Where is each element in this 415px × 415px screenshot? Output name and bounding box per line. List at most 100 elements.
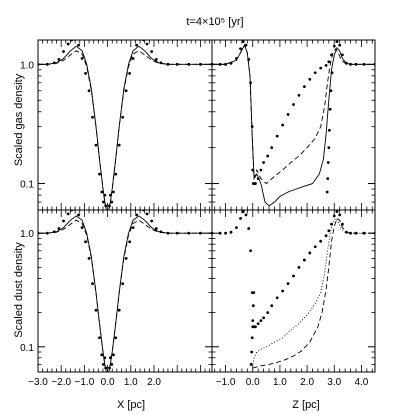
x-tick-label: −1.0	[75, 377, 95, 388]
y-tick-label: 1.0	[20, 229, 34, 240]
data-point	[292, 274, 295, 278]
dust-y-axis-label: Scaled dust density	[13, 242, 25, 338]
data-point	[241, 40, 245, 44]
figure-title: t=4×10⁵ [yr]	[186, 16, 243, 28]
data-point	[335, 210, 339, 213]
x-axis-label: X [pc]	[117, 399, 145, 411]
data-point	[308, 77, 312, 81]
data-point	[154, 57, 158, 61]
data-point	[135, 43, 139, 47]
data-point	[142, 40, 145, 42]
series-line-dashed	[38, 219, 212, 372]
x-tick-label: 3.0	[327, 377, 341, 388]
data-mark	[325, 190, 329, 194]
series-group	[38, 40, 212, 210]
data-mark	[328, 107, 332, 111]
x-tick-label: −3.0	[28, 377, 48, 388]
data-point	[87, 89, 91, 93]
data-point	[313, 71, 317, 75]
data-point	[256, 322, 260, 326]
data-point	[131, 57, 135, 60]
data-point	[91, 115, 94, 119]
data-point	[335, 40, 339, 44]
y-tick-label: 1.0	[20, 60, 34, 71]
data-point	[332, 214, 336, 218]
data-point	[275, 296, 279, 300]
data-point	[66, 42, 70, 46]
gas-y-axis-label: Scaled gas density	[13, 73, 25, 166]
data-mark	[327, 128, 331, 132]
data-point	[150, 219, 154, 223]
data-point	[281, 123, 285, 127]
data-point	[102, 362, 105, 366]
data-point	[112, 353, 115, 357]
data-point	[270, 146, 274, 150]
data-point	[254, 325, 257, 329]
data-point	[145, 42, 149, 46]
x-tick-label: 2.0	[147, 377, 161, 388]
data-point	[235, 226, 238, 229]
data-point	[84, 71, 87, 75]
data-point	[138, 40, 142, 41]
data-mark	[251, 319, 255, 323]
data-mark	[250, 350, 254, 354]
data-point	[84, 240, 87, 244]
data-point	[73, 40, 77, 41]
y-tick-label: 0.1	[20, 343, 34, 354]
series-line-solid	[38, 215, 212, 372]
data-point	[128, 71, 132, 75]
data-point	[259, 168, 263, 172]
data-point	[229, 230, 233, 234]
x-tick-label: 0.0	[246, 377, 260, 388]
data-point	[239, 47, 242, 51]
data-point	[302, 85, 306, 89]
dust-density-x-panel: 1.0 0.1 −3.0 −2.0 −1.0 0.0 1.0 2.0	[20, 209, 213, 388]
data-mark	[251, 304, 255, 308]
data-mark	[250, 336, 254, 340]
data-point	[373, 231, 375, 235]
data-point	[77, 43, 80, 47]
data-point	[117, 143, 121, 147]
data-mark	[327, 146, 331, 150]
data-point	[142, 210, 145, 212]
data-point	[121, 282, 125, 285]
data-point	[98, 336, 101, 340]
data-point	[266, 311, 270, 314]
data-point	[292, 103, 295, 106]
plot-frame	[37, 39, 213, 211]
x-tick-label: 4.0	[354, 377, 368, 388]
data-point	[239, 216, 242, 220]
data-point	[145, 212, 149, 216]
data-mark	[249, 362, 253, 366]
data-point	[302, 258, 306, 262]
x-tick-label: 2.0	[300, 377, 314, 388]
data-point	[117, 308, 121, 312]
data-point	[212, 231, 214, 235]
data-point	[124, 256, 128, 260]
data-point	[150, 50, 154, 53]
data-point	[114, 172, 118, 176]
data-point	[313, 245, 317, 249]
data-point	[247, 227, 251, 230]
data-point	[62, 50, 65, 53]
data-point	[121, 115, 125, 119]
z-axis-label: Z [pc]	[292, 399, 320, 411]
data-point	[110, 200, 114, 204]
data-point	[270, 304, 274, 308]
data-point	[114, 336, 118, 340]
data-point	[319, 239, 323, 243]
data-point	[327, 229, 331, 233]
data-point	[138, 210, 142, 211]
data-point	[94, 143, 98, 147]
series-group	[212, 40, 375, 207]
data-mark	[326, 177, 330, 181]
data-point	[80, 226, 84, 229]
data-point	[254, 182, 257, 185]
data-point	[73, 210, 77, 211]
series-group	[38, 210, 212, 372]
data-point	[327, 60, 331, 64]
data-point	[98, 172, 101, 176]
data-point	[70, 210, 74, 212]
data-point	[66, 212, 70, 216]
data-point	[154, 227, 158, 230]
